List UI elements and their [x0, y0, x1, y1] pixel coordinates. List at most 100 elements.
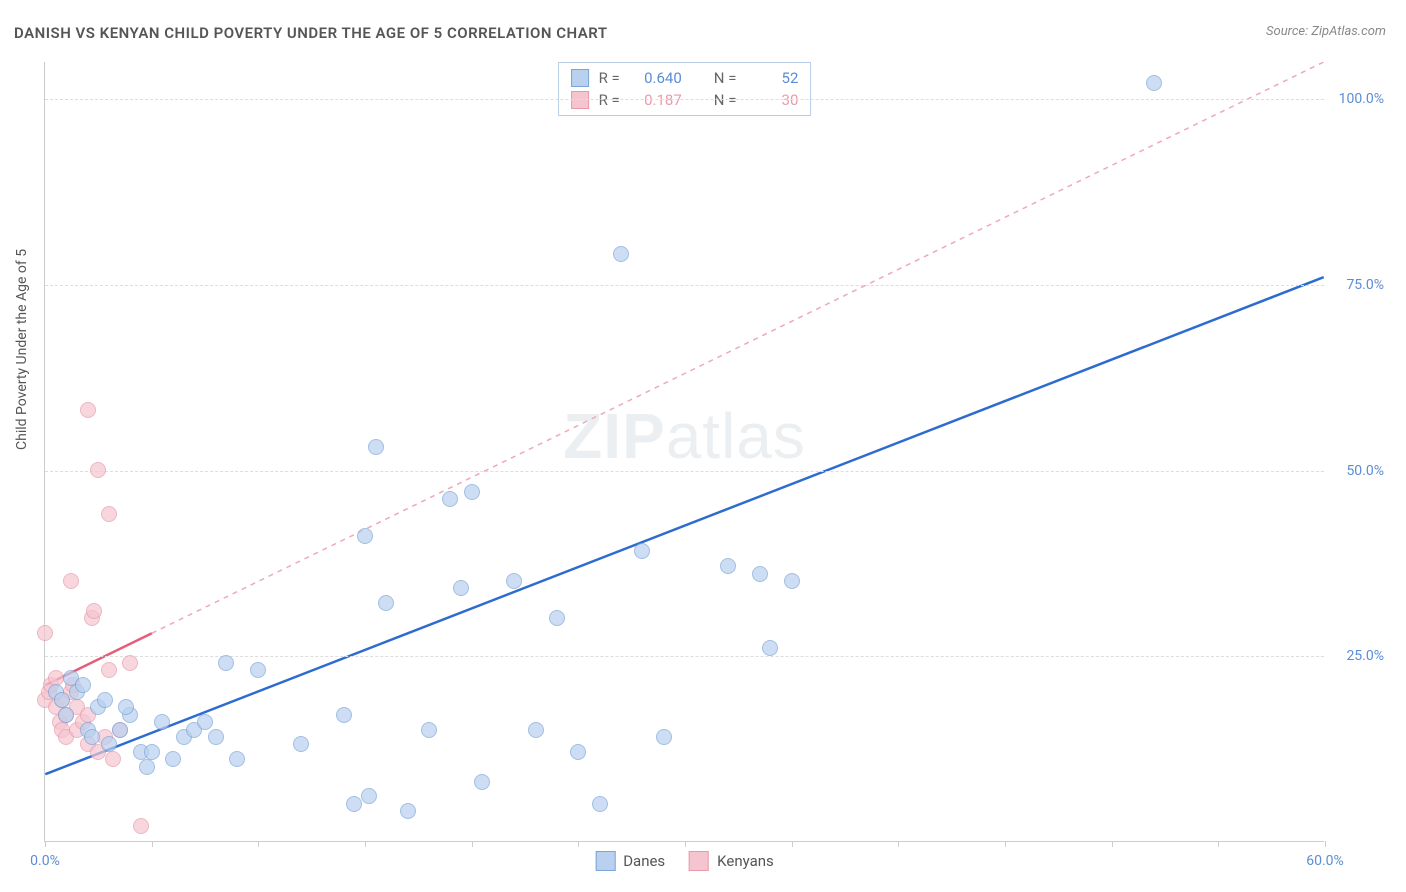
kenyans-point — [37, 625, 53, 641]
kenyans-point — [101, 506, 117, 522]
danes-point — [58, 707, 74, 723]
stats-box: R = 0.640 N = 52 R = 0.187 N = 30 — [558, 62, 812, 116]
danes-point — [762, 640, 778, 656]
x-tick — [898, 841, 899, 847]
x-tick — [578, 841, 579, 847]
danes-point — [421, 722, 437, 738]
y-tick-label: 50.0% — [1346, 463, 1384, 479]
gridline — [45, 656, 1324, 657]
kenyans-trend-dashed — [152, 62, 1324, 633]
danes-point — [592, 796, 608, 812]
danes-point — [293, 736, 309, 752]
danes-point — [634, 543, 650, 559]
x-tick — [152, 841, 153, 847]
danes-point — [784, 573, 800, 589]
y-tick-label: 100.0% — [1339, 91, 1384, 107]
x-tick — [1218, 841, 1219, 847]
stats-row-danes: R = 0.640 N = 52 — [571, 67, 799, 89]
x-tick — [365, 841, 366, 847]
kenyans-point — [122, 655, 138, 671]
danes-point — [361, 788, 377, 804]
stats-swatch-danes — [571, 69, 589, 87]
kenyans-point — [86, 603, 102, 619]
danes-point — [549, 610, 565, 626]
danes-point — [208, 729, 224, 745]
y-axis-label: Child Poverty Under the Age of 5 — [14, 249, 30, 450]
legend-swatch-kenyans — [689, 851, 709, 871]
trend-lines — [45, 62, 1324, 841]
kenyans-point — [80, 402, 96, 418]
kenyans-point — [105, 751, 121, 767]
danes-point — [442, 491, 458, 507]
n-label: N = — [714, 69, 737, 87]
danes-point — [528, 722, 544, 738]
danes-point — [250, 662, 266, 678]
danes-point — [97, 692, 113, 708]
danes-point — [453, 580, 469, 596]
x-tick — [258, 841, 259, 847]
y-tick-label: 75.0% — [1346, 277, 1384, 293]
x-tick — [1005, 841, 1006, 847]
danes-point — [154, 714, 170, 730]
danes-point — [720, 558, 736, 574]
danes-trend-solid — [45, 277, 1323, 774]
danes-point — [400, 803, 416, 819]
x-tick — [45, 841, 46, 847]
danes-point — [613, 246, 629, 262]
danes-point — [656, 729, 672, 745]
danes-point — [752, 566, 768, 582]
y-tick-label: 25.0% — [1346, 648, 1384, 664]
x-tick-label: 0.0% — [30, 853, 60, 869]
gridline — [45, 285, 1324, 286]
danes-point — [346, 796, 362, 812]
danes-point — [378, 595, 394, 611]
x-tick — [792, 841, 793, 847]
source-label: Source: ZipAtlas.com — [1266, 24, 1386, 39]
danes-point — [139, 759, 155, 775]
x-tick-label: 60.0% — [1306, 853, 1344, 869]
kenyans-point — [63, 573, 79, 589]
danes-point — [144, 744, 160, 760]
kenyans-point — [133, 818, 149, 834]
gridline — [45, 471, 1324, 472]
n-value-danes: 52 — [748, 69, 798, 87]
watermark: ZIPatlas — [563, 399, 806, 473]
danes-point — [336, 707, 352, 723]
x-tick — [1325, 841, 1326, 847]
danes-point — [165, 751, 181, 767]
danes-point — [75, 677, 91, 693]
r-value-danes: 0.640 — [632, 69, 682, 87]
danes-point — [464, 484, 480, 500]
kenyans-point — [101, 662, 117, 678]
danes-point — [1146, 75, 1162, 91]
plot-area: ZIPatlas R = 0.640 N = 52 R = 0.187 N = … — [44, 62, 1324, 842]
x-tick — [685, 841, 686, 847]
danes-point — [474, 774, 490, 790]
legend-item-danes: Danes — [595, 851, 665, 871]
danes-point — [112, 722, 128, 738]
legend-label-danes: Danes — [623, 852, 665, 870]
bottom-legend: Danes Kenyans — [595, 851, 774, 871]
danes-point — [368, 439, 384, 455]
x-tick — [1112, 841, 1113, 847]
chart-title: DANISH VS KENYAN CHILD POVERTY UNDER THE… — [14, 24, 608, 42]
danes-point — [229, 751, 245, 767]
correlation-chart: DANISH VS KENYAN CHILD POVERTY UNDER THE… — [0, 0, 1406, 892]
danes-point — [54, 692, 70, 708]
danes-point — [570, 744, 586, 760]
legend-swatch-danes — [595, 851, 615, 871]
gridline — [45, 99, 1324, 100]
danes-point — [101, 736, 117, 752]
danes-point — [118, 699, 134, 715]
danes-point — [197, 714, 213, 730]
danes-point — [84, 729, 100, 745]
danes-point — [357, 528, 373, 544]
danes-point — [218, 655, 234, 671]
x-tick — [472, 841, 473, 847]
kenyans-point — [90, 462, 106, 478]
legend-label-kenyans: Kenyans — [717, 852, 774, 870]
kenyans-point — [48, 670, 64, 686]
danes-point — [506, 573, 522, 589]
legend-item-kenyans: Kenyans — [689, 851, 774, 871]
r-label: R = — [599, 69, 620, 87]
